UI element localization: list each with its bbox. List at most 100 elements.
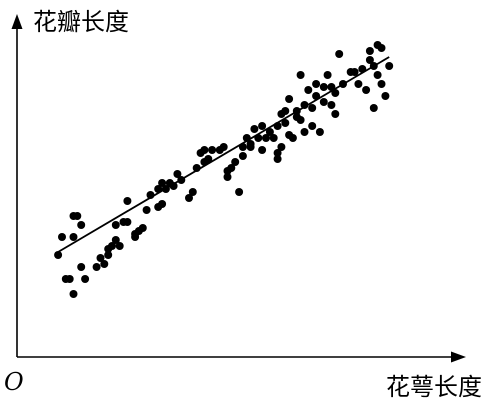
data-point	[285, 95, 294, 103]
data-point	[254, 134, 263, 142]
data-point	[231, 158, 240, 166]
data-point	[108, 242, 116, 250]
data-point	[238, 152, 247, 160]
data-point	[115, 242, 124, 250]
data-point	[373, 71, 382, 79]
data-point	[262, 134, 270, 142]
data-point	[327, 83, 336, 91]
data-point	[331, 89, 340, 97]
data-point	[65, 275, 74, 283]
data-point	[273, 155, 282, 163]
y-axis-arrow-icon	[11, 14, 23, 29]
data-point	[308, 104, 317, 112]
data-point	[281, 119, 290, 127]
data-point	[142, 206, 151, 214]
data-point	[292, 107, 301, 115]
x-axis	[17, 351, 466, 363]
origin-label: O	[4, 368, 24, 396]
data-point	[323, 71, 332, 79]
data-point	[350, 68, 359, 76]
data-point	[246, 143, 255, 151]
data-point	[158, 200, 167, 208]
data-point	[277, 143, 286, 151]
data-point	[335, 50, 344, 58]
data-point	[369, 62, 378, 70]
data-point	[185, 194, 193, 202]
data-point	[300, 101, 309, 109]
data-point	[58, 233, 66, 241]
data-point	[235, 188, 244, 196]
data-point	[138, 224, 147, 232]
data-point	[100, 260, 109, 268]
data-point	[161, 185, 170, 193]
data-point	[273, 122, 282, 130]
data-point	[169, 182, 178, 190]
data-point	[69, 290, 78, 298]
data-point	[377, 44, 386, 52]
data-point	[250, 125, 259, 133]
data-point	[104, 251, 113, 259]
data-point	[362, 86, 371, 94]
data-point	[69, 233, 78, 241]
x-axis-arrow-icon	[451, 351, 466, 363]
data-point	[258, 146, 267, 154]
data-point	[300, 128, 309, 136]
data-point	[258, 122, 267, 130]
data-point	[154, 185, 163, 193]
data-point	[173, 170, 182, 178]
data-point	[227, 164, 236, 172]
data-point	[358, 65, 367, 73]
data-point	[288, 134, 297, 142]
data-point	[123, 197, 132, 205]
data-point	[123, 218, 132, 226]
data-point	[354, 80, 363, 88]
data-point	[208, 146, 217, 154]
data-point	[219, 143, 228, 151]
data-point	[327, 101, 336, 109]
y-axis-label: 花瓣长度	[33, 8, 129, 36]
data-point	[296, 71, 305, 79]
data-point	[111, 221, 120, 229]
data-point	[81, 275, 90, 283]
data-point	[92, 263, 101, 271]
data-point	[365, 56, 374, 64]
data-point	[304, 86, 313, 94]
data-point	[296, 116, 305, 124]
data-point	[146, 191, 155, 199]
data-point	[331, 110, 340, 118]
data-point	[238, 143, 247, 151]
fit-line	[57, 56, 390, 253]
data-point	[242, 134, 251, 142]
data-point	[223, 173, 232, 181]
data-point	[73, 212, 82, 220]
data-point	[54, 251, 63, 259]
data-point	[365, 47, 374, 55]
x-axis-label: 花萼长度	[386, 373, 482, 401]
data-point	[385, 62, 394, 70]
data-point	[188, 188, 197, 196]
data-point	[377, 80, 386, 88]
data-point	[312, 80, 321, 88]
data-point	[111, 236, 120, 244]
data-point	[204, 155, 213, 163]
data-point	[200, 146, 209, 154]
data-point	[265, 128, 274, 136]
data-point	[381, 92, 390, 100]
data-point	[319, 83, 328, 91]
data-point	[369, 104, 378, 112]
y-axis	[11, 14, 23, 357]
data-point	[339, 80, 347, 88]
data-point	[273, 149, 282, 157]
data-point	[158, 179, 167, 187]
data-point	[77, 221, 86, 229]
data-point	[269, 134, 278, 142]
data-point	[177, 176, 186, 184]
data-points	[54, 41, 394, 298]
data-point	[96, 254, 105, 262]
data-point	[281, 107, 290, 115]
data-point	[77, 263, 86, 271]
data-point	[315, 128, 324, 136]
data-point	[308, 122, 317, 130]
data-point	[319, 98, 328, 106]
